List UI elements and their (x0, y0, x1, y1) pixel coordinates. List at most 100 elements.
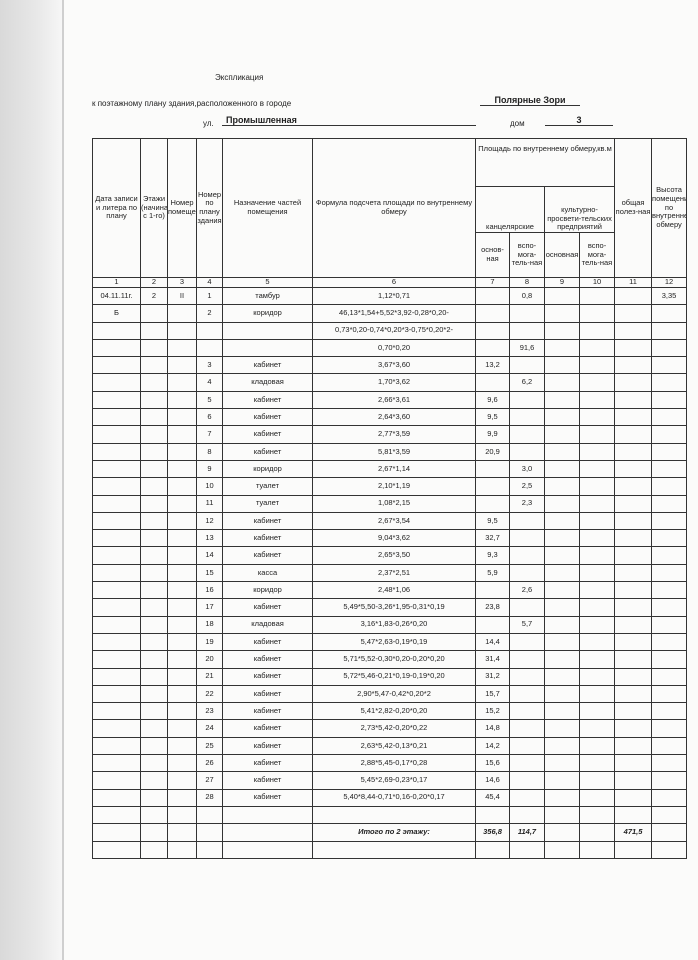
cell-culture-aux (578, 598, 616, 617)
cell-purpose: кабинет (222, 356, 313, 375)
cell-height (651, 373, 688, 392)
cell-office-main: 15,7 (475, 684, 510, 704)
total-label: Итого по 2 этажу: (312, 823, 476, 842)
cell-floor (140, 598, 168, 617)
cell-height (651, 788, 688, 807)
cell-plan-number: 25 (196, 736, 223, 756)
total-useful: 471,5 (614, 823, 653, 842)
cell-floor (140, 702, 168, 721)
cell-useful (614, 702, 653, 721)
cell-culture-main (544, 373, 580, 392)
cell-culture-main (544, 442, 580, 461)
table-row (92, 805, 688, 825)
cell-culture-main (544, 529, 580, 548)
cell-useful (614, 373, 653, 392)
cell-room (167, 684, 197, 704)
cell-purpose: коридор (222, 459, 313, 479)
cell-office-main (475, 581, 510, 600)
cell-culture-main (544, 719, 580, 738)
cell-culture-aux (578, 736, 616, 756)
cell-height (651, 736, 688, 756)
column-number-row: 1 2 3 4 5 6 7 8 9 10 11 12 (92, 277, 688, 288)
cell-date (92, 321, 141, 340)
cell-culture-aux (578, 546, 616, 565)
cell-office-aux (509, 632, 545, 652)
cell-date (92, 771, 141, 790)
scan-edge-line (62, 0, 64, 960)
cell-culture-aux (578, 286, 616, 306)
cell-purpose: кладовая (222, 373, 313, 392)
cell-room (167, 771, 197, 790)
cell-date (92, 581, 141, 600)
cell-office-aux: 2,3 (509, 494, 545, 513)
cell-office-aux: 6,2 (509, 373, 545, 392)
cell-purpose: кабинет (222, 684, 313, 704)
cell-height (651, 459, 688, 479)
cell-useful (614, 771, 653, 790)
house-label: дом (510, 119, 525, 128)
cell-room (167, 788, 197, 807)
cell-useful (614, 494, 653, 513)
cell-room (167, 546, 197, 565)
cell-height (651, 321, 688, 340)
cell-culture-main (544, 598, 580, 617)
cell-culture-aux (578, 581, 616, 600)
cell-plan-number: 8 (196, 442, 223, 461)
cell-plan-number: 21 (196, 667, 223, 686)
cell-office-aux (509, 321, 545, 340)
cell-useful (614, 632, 653, 652)
cell-floor (140, 736, 168, 756)
cell-date (92, 477, 141, 496)
cell-plan-number: 19 (196, 632, 223, 652)
cell-height (651, 581, 688, 600)
cell-culture-main (544, 632, 580, 652)
cell-floor (140, 494, 168, 513)
cell-plan-number: 1 (196, 286, 223, 306)
cell-height (651, 805, 688, 825)
column-number: 1 (92, 277, 141, 288)
cell-plan-number: 3 (196, 356, 223, 375)
cell-date (92, 494, 141, 513)
cell-office-aux (509, 754, 545, 773)
cell-height (651, 408, 688, 427)
cell-culture-main (544, 581, 580, 600)
cell-useful (614, 736, 653, 756)
cell-office-main: 14,8 (475, 719, 510, 738)
cell-floor (140, 684, 168, 704)
cell-room (167, 442, 197, 461)
cell-height (651, 771, 688, 790)
cell-date (92, 736, 141, 756)
cell-useful (614, 684, 653, 704)
cell-plan-number: 28 (196, 788, 223, 807)
table-row: 28 кабинет 5,40*8,44-0,71*0,16-0,20*0,17 45… (92, 788, 688, 807)
cell-culture-main (544, 511, 580, 531)
cell-office-aux (509, 684, 545, 704)
cell-formula: 3,67*3,60 (312, 356, 476, 375)
cell-plan-number: 27 (196, 771, 223, 790)
cell-formula: 2,48*1,06 (312, 581, 476, 600)
cell-date (92, 719, 141, 738)
cell-height (651, 754, 688, 773)
cell-formula: 5,71*5,52-0,30*0,20-0,20*0,20 (312, 650, 476, 669)
cell-plan-number: 12 (196, 511, 223, 531)
cell-useful (614, 598, 653, 617)
column-number: 9 (544, 277, 580, 288)
cell-formula: 2,65*3,50 (312, 546, 476, 565)
column-number: 2 (140, 277, 168, 288)
table-row: 21 кабинет 5,72*5,46-0,21*0,19-0,19*0,20 31… (92, 667, 688, 686)
cell-floor (140, 408, 168, 427)
cell-height (651, 390, 688, 410)
cell-culture-main (544, 338, 580, 358)
cell-culture-aux (578, 477, 616, 496)
cell-office-aux: 5,7 (509, 615, 545, 634)
cell-room (167, 736, 197, 756)
cell-office-aux (509, 771, 545, 790)
cell-office-aux (509, 511, 545, 531)
cell-culture-main (544, 356, 580, 375)
cell-floor (140, 304, 168, 323)
cell-height (651, 632, 688, 652)
table-row: 11 туалет 1,08*2,15 2,3 (92, 494, 688, 513)
table-row: 23 кабинет 5,41*2,82-0,20*0,20 15,2 (92, 702, 688, 721)
cell-useful (614, 511, 653, 531)
cell-plan-number (196, 338, 223, 358)
